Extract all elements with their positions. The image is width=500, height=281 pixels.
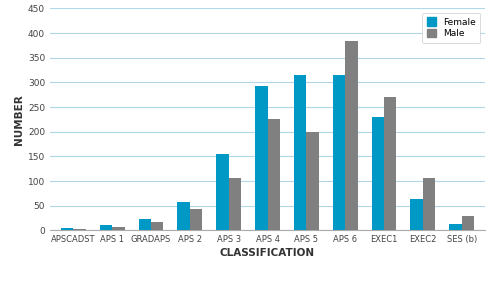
Bar — [190, 209, 202, 230]
Bar — [112, 227, 124, 230]
Bar — [74, 229, 86, 230]
Bar — [100, 225, 112, 230]
Bar — [294, 75, 306, 230]
Bar — [306, 132, 319, 230]
Bar — [268, 119, 280, 230]
Bar — [450, 224, 462, 230]
X-axis label: CLASSIFICATION: CLASSIFICATION — [220, 248, 315, 259]
Bar — [216, 154, 228, 230]
Bar — [345, 42, 358, 230]
Y-axis label: NUMBER: NUMBER — [14, 94, 24, 145]
Bar — [151, 222, 164, 230]
Bar — [423, 178, 436, 230]
Bar — [410, 199, 423, 230]
Bar — [384, 97, 396, 230]
Bar — [333, 75, 345, 230]
Bar — [372, 117, 384, 230]
Bar — [228, 178, 241, 230]
Bar — [61, 228, 74, 230]
Bar — [255, 86, 268, 230]
Legend: Female, Male: Female, Male — [422, 13, 480, 43]
Bar — [178, 202, 190, 230]
Bar — [138, 219, 151, 230]
Bar — [462, 216, 474, 230]
